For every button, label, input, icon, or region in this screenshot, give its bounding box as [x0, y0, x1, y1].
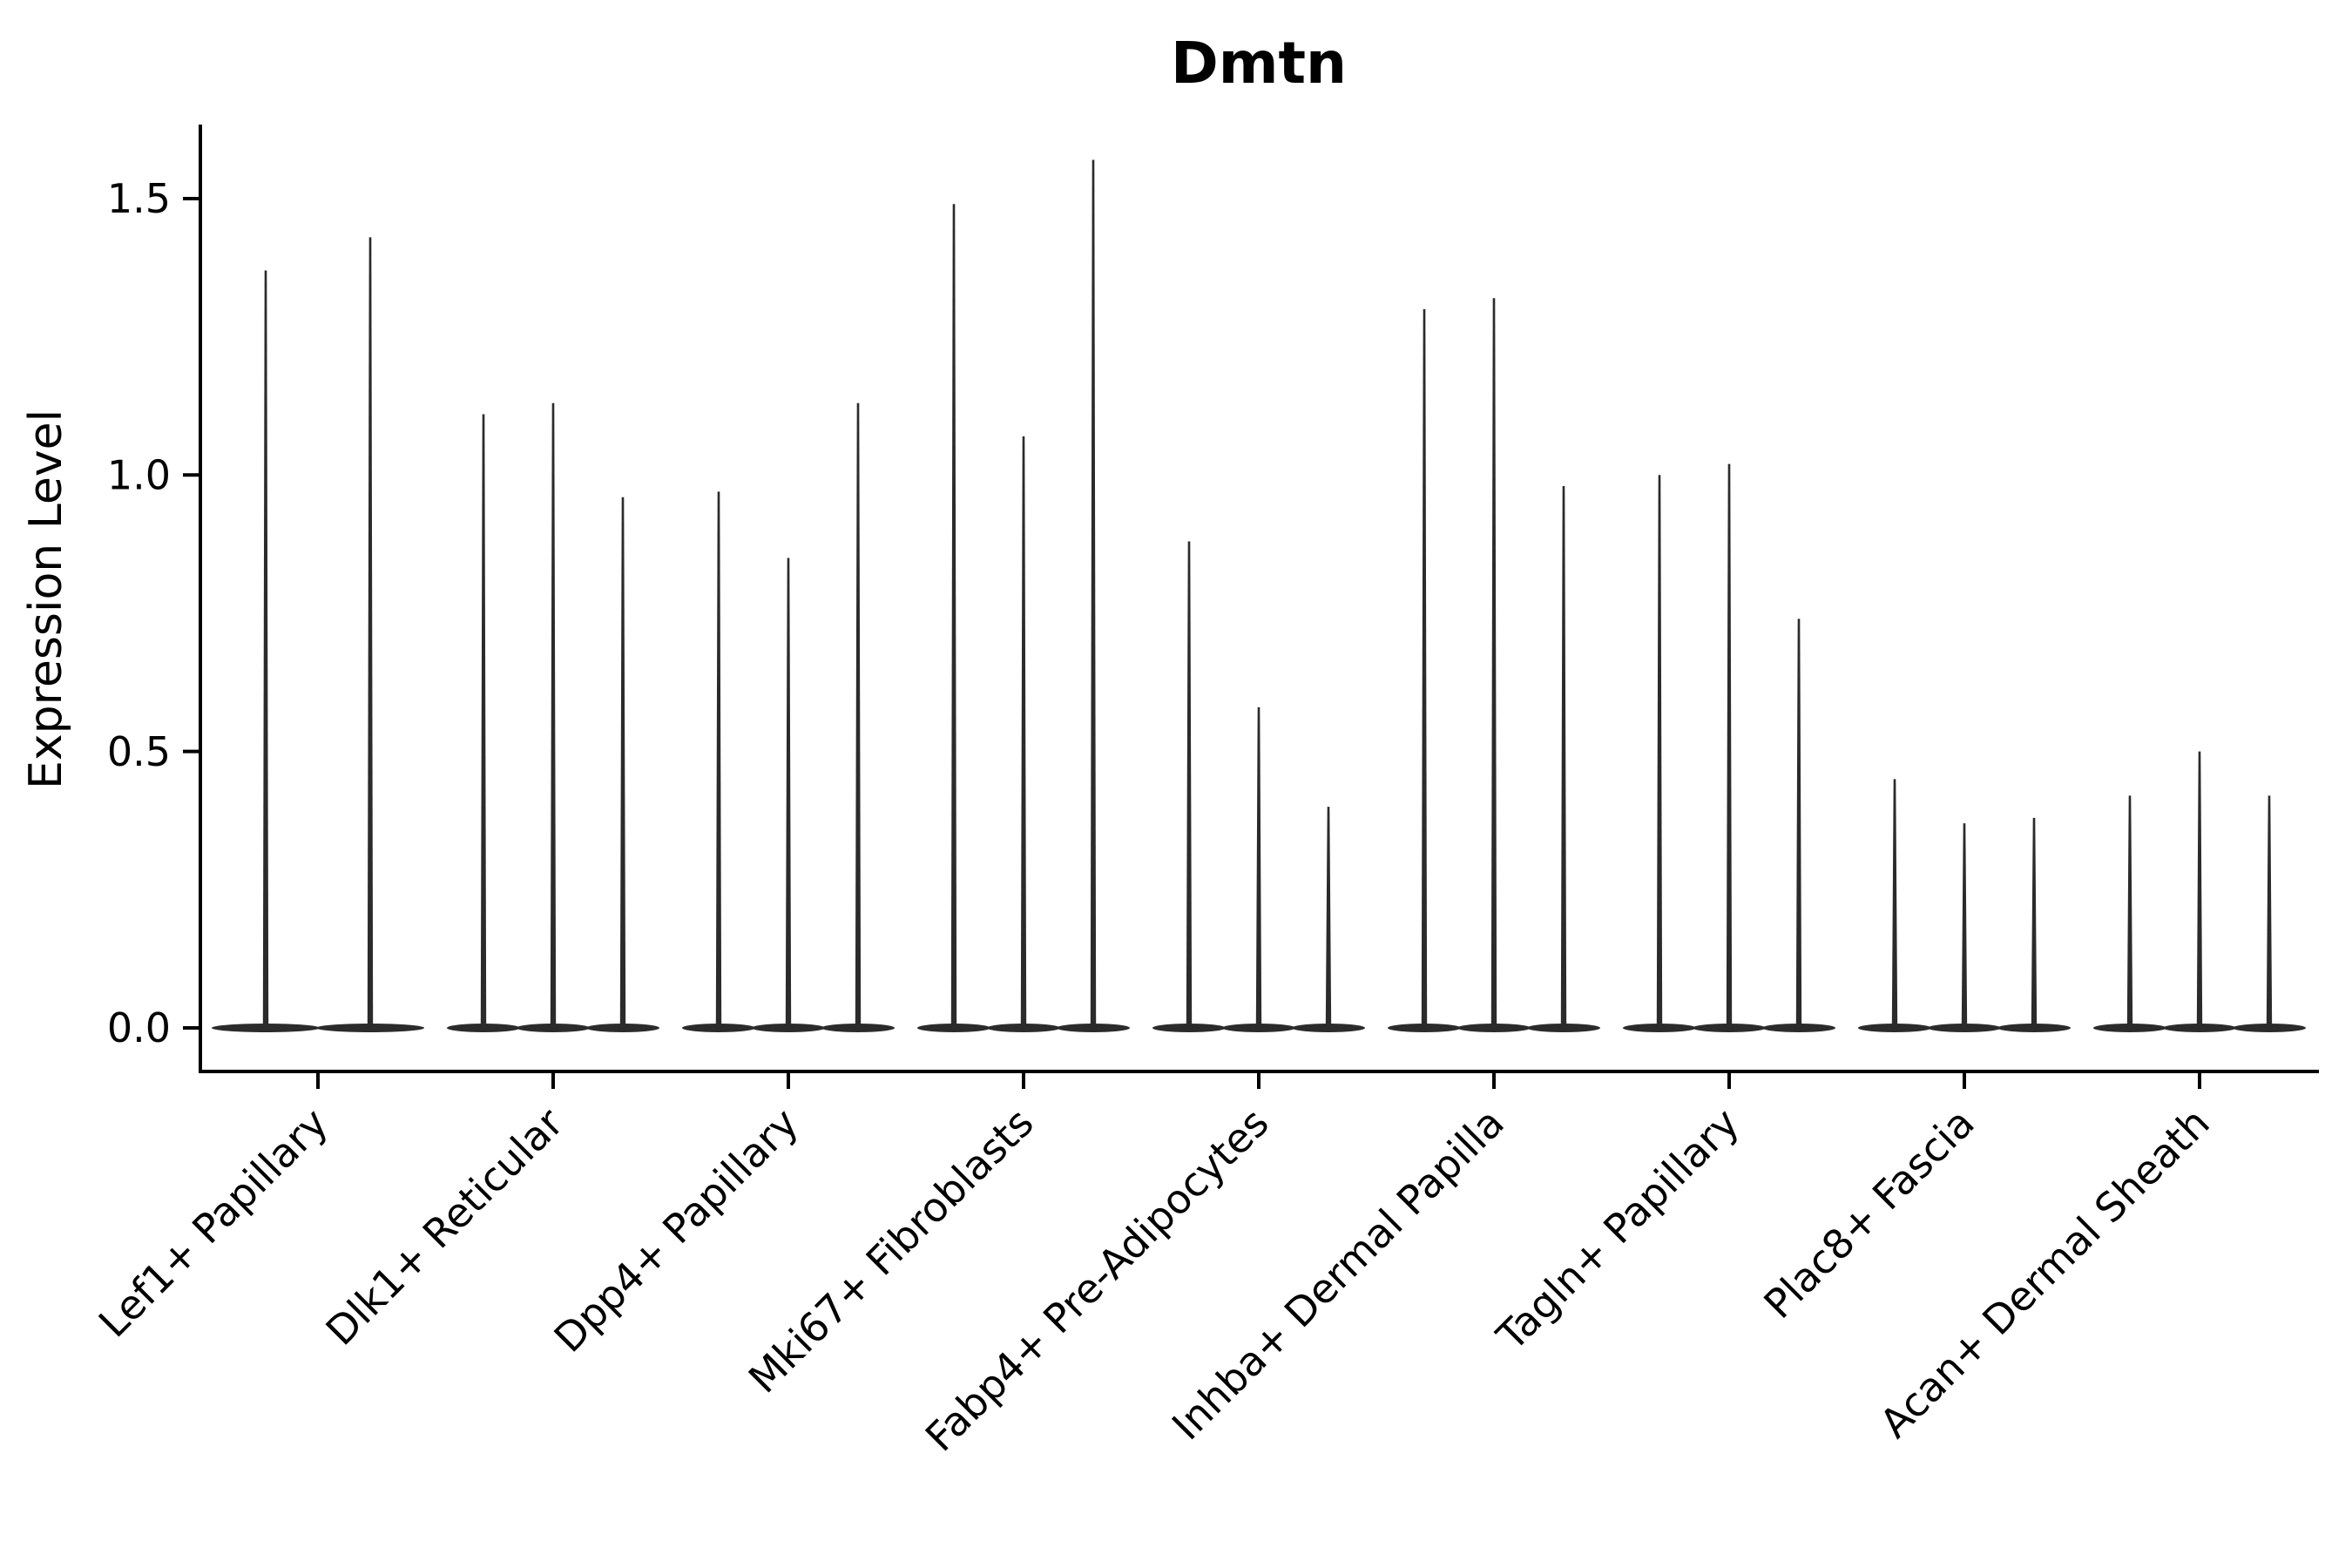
violin-spike [1795, 618, 1802, 1028]
x-tick-label: Dlk1+ Reticular [317, 1099, 572, 1355]
violin-spike [785, 558, 792, 1028]
violin-spike [2031, 817, 2038, 1028]
violin-spike [619, 497, 626, 1028]
y-tick-label: 0.0 [107, 1004, 171, 1051]
x-tick-label: Dpp4+ Papillary [545, 1099, 808, 1362]
y-tick-label: 1.0 [107, 451, 171, 498]
violin-spike [2266, 795, 2273, 1028]
x-tick-label: Plac8+ Fascia [1754, 1099, 1983, 1328]
violin-spike [550, 402, 557, 1028]
violin-spike [1726, 463, 1733, 1028]
violin-spike [1891, 779, 1898, 1028]
chart-title: Dmtn [1171, 30, 1347, 97]
violin-spike [2126, 795, 2133, 1028]
violin-spike [1961, 823, 1968, 1028]
y-tick-label: 0.5 [107, 728, 171, 775]
violin-spike [1656, 475, 1663, 1028]
x-tick-label: Tagln+ Papillary [1487, 1099, 1748, 1361]
violin-spike [1490, 298, 1497, 1028]
violin-spike [2196, 751, 2203, 1028]
violin-spike [1560, 485, 1567, 1028]
violin-spike [715, 491, 722, 1028]
violin-spike [1255, 706, 1262, 1028]
violin-spike [1421, 308, 1428, 1028]
violin-spike [480, 414, 487, 1028]
x-tick-label: Lef1+ Papillary [90, 1099, 337, 1347]
violin-spike [950, 204, 957, 1028]
violin-spike [1186, 541, 1193, 1028]
y-tick-label: 1.5 [107, 175, 171, 222]
violin-spike [1020, 436, 1027, 1029]
violin-spike [1090, 159, 1097, 1028]
violin-spike [855, 402, 862, 1028]
y-axis-label: Expression Level [20, 409, 72, 789]
violin-spike [262, 270, 269, 1028]
violin-spike [367, 237, 374, 1028]
violin-spike [1325, 807, 1332, 1028]
